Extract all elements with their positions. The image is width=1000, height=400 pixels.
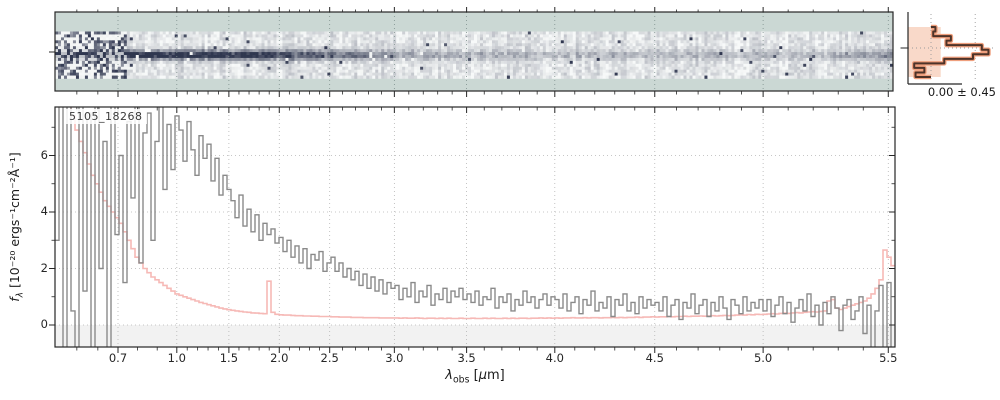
x-tick-label-2.5: 2.5 [320, 351, 339, 365]
x-tick-label-5.0: 5.0 [753, 351, 773, 365]
x-tick-label-1.5: 1.5 [219, 351, 239, 365]
x-tick-label-3.0: 3.0 [385, 351, 404, 365]
x-tick-label-1.0: 1.0 [167, 351, 186, 365]
x-tick-label-5.5: 5.5 [879, 351, 898, 365]
y-tick-label-6: 6 [40, 147, 48, 162]
y-tick-label-0: 0 [40, 317, 48, 331]
x-tick-label-4.5: 4.5 [645, 351, 664, 365]
spectrum-2d-heatmap [49, 7, 894, 97]
spatial-profile-histogram [900, 12, 993, 85]
object-id-label: 5105_18268 [65, 109, 147, 124]
profile-stats-annotation: 0.00 ± 0.45 [927, 85, 996, 99]
x-axis-label: λobs [μm] [445, 368, 505, 386]
y-axis-label: fλ [10⁻²⁰ ergs⁻¹cm⁻²Å⁻¹] [6, 152, 26, 302]
x-tick-label-2.0: 2.0 [270, 351, 289, 365]
spectrum-1d-plot [49, 106, 896, 353]
x-tick-label-0.7: 0.7 [108, 351, 128, 365]
x-tick-label-4.0: 4.0 [545, 351, 564, 365]
y-tick-label-2: 2 [40, 260, 48, 275]
x-tick-label-3.5: 3.5 [457, 351, 476, 365]
y-tick-label-4: 4 [40, 204, 48, 218]
